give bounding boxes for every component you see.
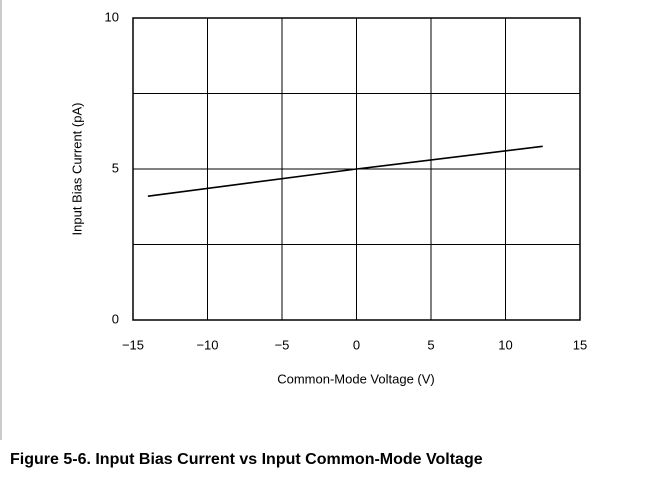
x-tick-label: −5 [275, 337, 290, 352]
y-tick-label: 5 [112, 160, 119, 175]
x-tick-label: 10 [498, 337, 512, 352]
x-tick-label: 15 [573, 337, 587, 352]
y-axis-label: Input Bias Current (pA) [69, 103, 84, 236]
figure-caption: Figure 5-6. Input Bias Current vs Input … [10, 451, 483, 468]
x-tick-label: −15 [122, 337, 144, 352]
y-tick-label: 0 [112, 311, 119, 326]
x-tick-label: 0 [353, 337, 360, 352]
data-line [147, 145, 543, 197]
y-tick-label: 10 [105, 9, 119, 24]
x-tick-label: −10 [196, 337, 218, 352]
x-tick-label: 5 [427, 337, 434, 352]
plot-frame [132, 17, 581, 321]
x-axis-label: Common-Mode Voltage (V) [277, 371, 435, 386]
